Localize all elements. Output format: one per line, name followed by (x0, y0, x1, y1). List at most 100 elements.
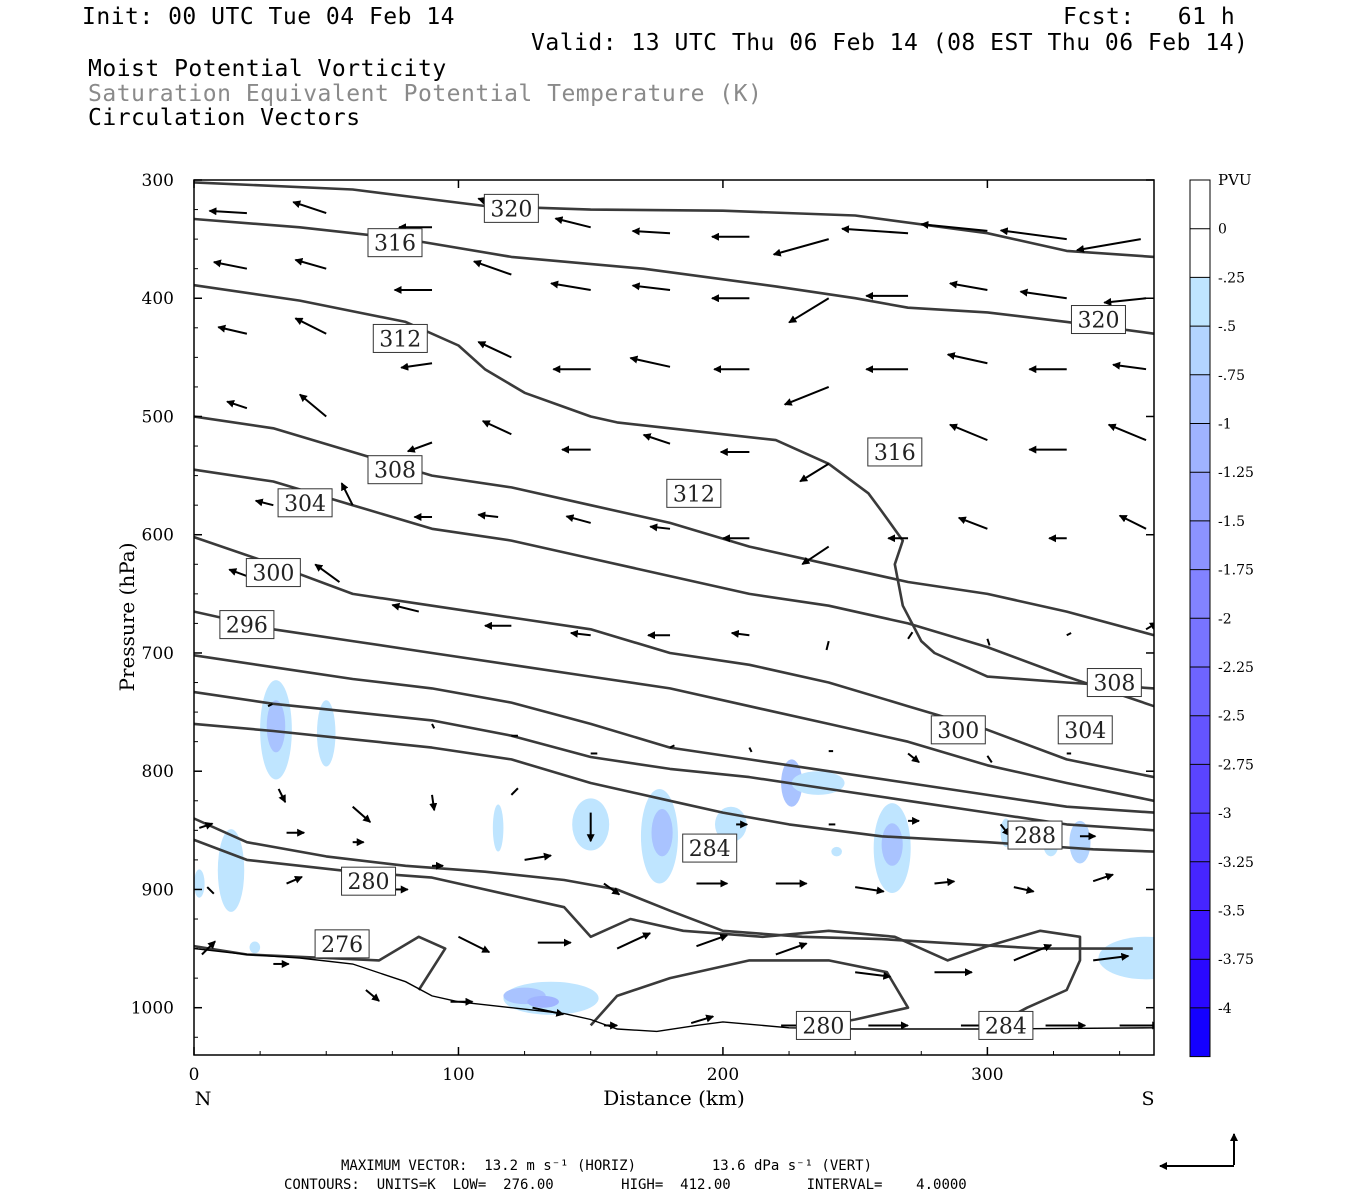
contour-label-text: 288 (1014, 824, 1056, 849)
title-vectors: Circulation Vectors (88, 105, 361, 131)
circulation-vector-105 (286, 876, 303, 885)
contour-label-300-11: 300 (930, 715, 986, 745)
contour-label-text: 308 (374, 459, 416, 484)
circulation-vector-77 (748, 747, 753, 753)
circulation-vector-104 (206, 886, 215, 895)
circulation-vector-23 (1103, 297, 1147, 306)
contour-label-296-9: 296 (219, 610, 275, 640)
contour-label-284-14: 284 (682, 833, 738, 863)
colorbar-swatch-15 (1189, 910, 1211, 960)
circulation-vector-122 (690, 1014, 715, 1025)
colorbar-swatch-14 (1189, 861, 1211, 911)
colorbar-swatch-13 (1189, 812, 1211, 863)
circulation-vector-83 (352, 805, 372, 823)
contour-label-280-15: 280 (341, 866, 397, 896)
circulation-vector-19 (788, 297, 830, 324)
circulation-vector-17 (631, 282, 671, 291)
y-tick-label-600: 600 (142, 526, 174, 546)
contour-line-280-13 (589, 959, 910, 1031)
contour-line-320-0 (194, 181, 1154, 259)
contour-label-text: 316 (374, 232, 416, 257)
circulation-vector-70 (1066, 632, 1072, 637)
circulation-vector-9 (920, 220, 988, 232)
circulation-vector-107 (458, 935, 491, 954)
circulation-vector-112 (855, 971, 892, 980)
circulation-vector-4 (554, 216, 591, 229)
circulation-vector-109 (616, 932, 652, 950)
circulation-vector-67 (825, 640, 830, 651)
colorbar-label: -3.75 (1218, 952, 1254, 968)
circulation-vector-76 (669, 744, 675, 749)
circulation-vector-59 (1118, 514, 1147, 530)
contour-line-288-9 (194, 722, 1154, 853)
circulation-vector-36 (226, 400, 248, 410)
pv-shade-22 (527, 995, 559, 1008)
circulation-vector-16 (550, 280, 591, 291)
circulation-vector-39 (481, 420, 512, 436)
colorbar-label: -2.5 (1218, 709, 1245, 725)
contour-label-280-17: 280 (795, 1010, 851, 1040)
circulation-vector-33 (946, 352, 988, 365)
circulation-vector-84 (429, 794, 438, 812)
circulation-vector-111 (775, 942, 808, 956)
colorbar-swatch-1 (1189, 228, 1211, 278)
pv-shade-18 (1069, 820, 1091, 864)
contour-line-308-4 (194, 468, 1154, 708)
max-vector-note: MAXIMUM VECTOR: 13.2 m s⁻¹ (HORIZ) 13.6 … (341, 1158, 873, 1174)
colorbar-label: -2.25 (1218, 660, 1254, 676)
circulation-vector-35 (1112, 361, 1147, 371)
pv-shade-15 (881, 823, 903, 866)
contour-label-320-0: 320 (483, 193, 539, 223)
pv-shade-2 (316, 700, 336, 767)
pv-shade-9 (651, 809, 673, 857)
circulation-vector-13 (294, 257, 327, 270)
circulation-vector-118 (365, 989, 380, 1002)
colorbar-swatch-4 (1189, 374, 1211, 424)
contour-label-text: 304 (284, 492, 326, 517)
circulation-vector-85 (510, 787, 519, 796)
x-axis-label: Distance (km) (603, 1086, 745, 1110)
circulation-vector-51 (477, 511, 499, 520)
contour-label-288-13: 288 (1007, 820, 1063, 850)
circulation-vector-53 (649, 523, 671, 532)
circulation-vector-110 (696, 933, 729, 948)
circulation-vector-97 (603, 882, 621, 896)
circulation-vector-114 (1013, 943, 1053, 962)
circulation-vector-8 (841, 225, 909, 235)
forecast-hour: Fcst: 61 h (1063, 4, 1236, 30)
contour-label-276-16: 276 (314, 929, 370, 959)
contour-line-312-3 (194, 415, 1154, 637)
circulation-vector-116 (201, 940, 216, 956)
colorbar-label: -3 (1218, 806, 1232, 822)
colorbar-label: -.75 (1218, 368, 1245, 384)
pv-shade-5 (249, 941, 261, 954)
circulation-vector-49 (340, 482, 354, 506)
contour-label-308-6: 308 (367, 455, 423, 485)
circulation-vector-26 (400, 362, 433, 371)
contour-line-284-10 (194, 817, 1133, 950)
circulation-vector-79 (907, 752, 920, 764)
circulation-vector-24 (217, 324, 248, 335)
circulation-vector-22 (1019, 288, 1067, 300)
pv-shade-6 (492, 804, 504, 852)
x-end-label-south: S (1141, 1088, 1154, 1110)
contour-label-304-12: 304 (1057, 715, 1113, 745)
contour-label-text: 280 (802, 1014, 844, 1039)
colorbar-swatch-6 (1189, 471, 1211, 522)
contour-label-312-3: 312 (372, 323, 428, 353)
circulation-vector-55 (801, 545, 830, 565)
contour-label-text: 320 (490, 197, 532, 222)
contour-label-text: 320 (1077, 309, 1119, 334)
contour-label-316-4: 316 (867, 437, 923, 467)
circulation-vector-48 (254, 498, 274, 507)
contour-label-text: 316 (874, 441, 916, 466)
colorbar-label: -.25 (1218, 270, 1245, 286)
circulation-vector-92 (198, 821, 214, 830)
circulation-vector-10 (999, 227, 1067, 241)
colorbar-label: -2 (1218, 611, 1232, 627)
contour-label-text: 312 (673, 482, 715, 507)
contour-label-text: 300 (252, 562, 294, 587)
colorbar-label: -1 (1218, 417, 1232, 433)
contour-label-text: 312 (379, 327, 421, 352)
